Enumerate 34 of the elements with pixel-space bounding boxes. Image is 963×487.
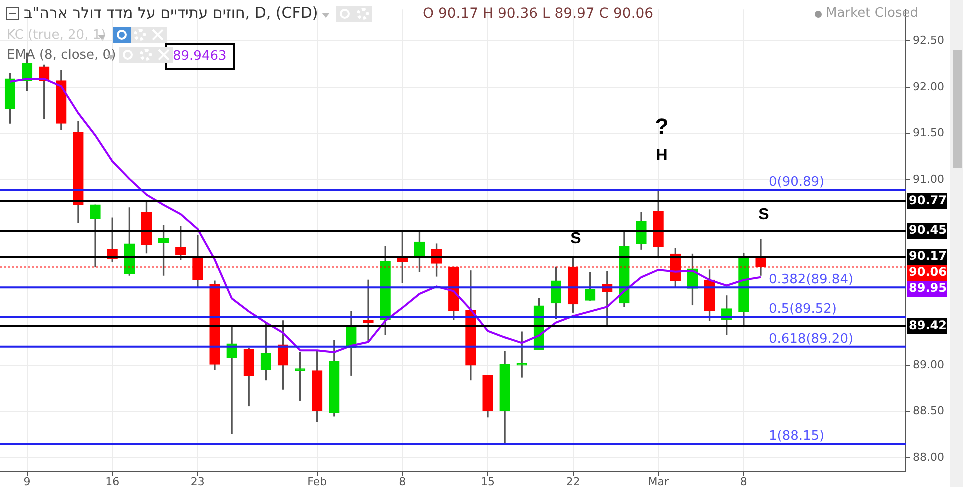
y-tick-label: 88.00 (913, 450, 944, 464)
ref-line-label: 90.06 (909, 265, 947, 280)
x-tick-label: 8 (399, 475, 406, 487)
annotation: 89.9463 (165, 43, 235, 70)
ref-line-label: 0.382(89.84) (768, 272, 854, 288)
y-tick-label: 89.00 (913, 358, 944, 372)
annotation: ? (655, 114, 669, 140)
y-tick-label: 88.50 (913, 404, 944, 418)
annotation: O 90.17 H 90.36 L 89.97 C 90.06 (423, 6, 654, 22)
annotation: S (570, 230, 582, 248)
x-tick-label: Mar (648, 475, 670, 487)
ref-line-label: 90.45 (909, 223, 947, 238)
x-tick-label: Feb (308, 475, 328, 487)
x-tick-label: 9 (24, 475, 31, 487)
y-tick-label: 91.50 (913, 126, 944, 140)
y-tick-label: 91.00 (913, 172, 944, 186)
text: 89.95 (909, 281, 947, 296)
ref-line-label: 0.5(89.52) (768, 302, 838, 318)
y-tick-label: 92.50 (913, 34, 944, 47)
x-tick-label: 22 (566, 475, 580, 487)
annotation: S (758, 206, 770, 224)
x-tick-label: 8 (740, 475, 748, 487)
y-tick-label: 92.00 (913, 80, 944, 94)
ref-line-label: 0(90.89) (768, 175, 825, 190)
chart-title: חוזים עתידיים על מדד דולר ארה"ב, D, (CFD) (24, 4, 318, 22)
ref-line-label: 90.77 (909, 194, 947, 208)
x-tick-label: 16 (106, 475, 120, 487)
annotation: H (656, 147, 668, 164)
x-tick-label: 15 (480, 475, 495, 487)
x-tick-label: 23 (190, 475, 205, 487)
ref-line-label: 1(88.15) (768, 429, 825, 444)
ref-line-label: 90.17 (909, 249, 947, 264)
ref-line-label: 89.42 (909, 318, 947, 333)
ref-line-label: 0.618(89.20) (768, 332, 854, 347)
